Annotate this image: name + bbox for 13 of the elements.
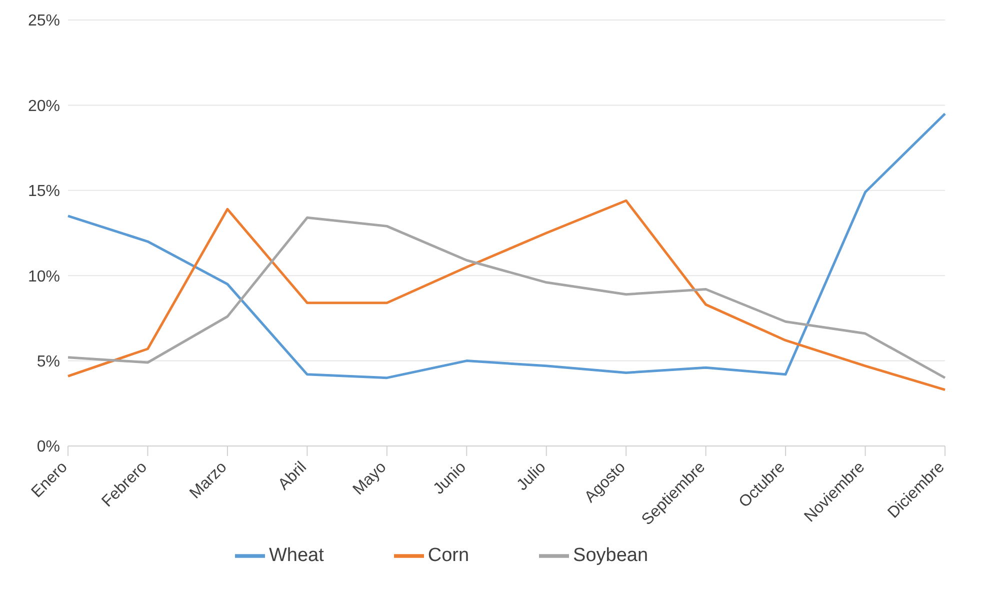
x-tick-label: Julio: [514, 458, 550, 494]
line-series: [66, 199, 946, 392]
legend-label: Soybean: [573, 545, 648, 566]
y-tick-label: 5%: [36, 353, 60, 370]
legend-label: Corn: [428, 545, 470, 566]
y-tick-label: 20%: [28, 98, 60, 115]
line-series: [66, 216, 946, 380]
y-tick-label: 0%: [36, 438, 60, 456]
legend-label: Wheat: [268, 545, 324, 566]
y-tick-label: 25%: [28, 12, 60, 30]
y-tick-label: 15%: [28, 183, 60, 200]
line-series: [66, 112, 946, 380]
y-tick-label: 10%: [28, 268, 60, 286]
